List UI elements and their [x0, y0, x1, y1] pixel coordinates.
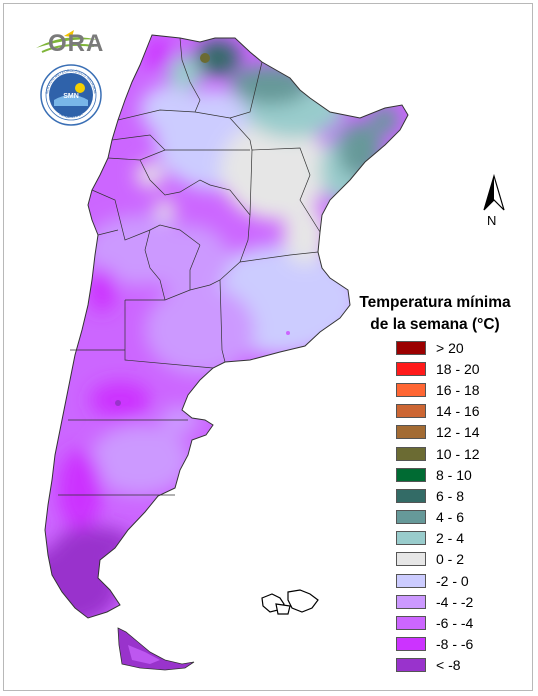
ora-logo-text: ORA [48, 30, 105, 57]
legend-label: 18 - 20 [436, 360, 480, 377]
north-arrow-icon [483, 173, 505, 211]
legend-item: 16 - 18 [396, 379, 480, 400]
legend-label: 0 - 2 [436, 551, 465, 568]
legend-swatch [396, 425, 426, 440]
legend-swatch [396, 594, 426, 609]
legend-swatch [396, 382, 426, 397]
legend-title-line2: de la semana (°C) [370, 316, 500, 333]
legend-label: 4 - 6 [436, 509, 465, 526]
legend-item: > 20 [396, 337, 480, 358]
legend-label: 16 - 18 [436, 381, 480, 398]
legend-swatch [396, 488, 426, 503]
legend-swatch [396, 637, 426, 652]
legend: > 20 18 - 20 16 - 18 14 - 16 12 - 14 10 - 12 8… [396, 337, 480, 676]
legend-item: 2 - 4 [396, 528, 480, 549]
ora-logo [36, 30, 100, 53]
legend-swatch [396, 510, 426, 525]
legend-item: 4 - 6 [396, 507, 480, 528]
legend-item: -4 - -2 [396, 591, 480, 612]
legend-label: -4 - -2 [436, 593, 474, 610]
legend-label: > 20 [436, 339, 464, 356]
legend-swatch [396, 658, 426, 673]
legend-label: 6 - 8 [436, 487, 465, 504]
legend-swatch [396, 404, 426, 419]
legend-title-line1: Temperatura mínima [359, 294, 511, 311]
legend-title: Temperatura mínima de la semana (°C) [340, 292, 530, 336]
legend-item: 6 - 8 [396, 485, 480, 506]
legend-swatch [396, 616, 426, 631]
legend-item: -2 - 0 [396, 570, 480, 591]
legend-item: 8 - 10 [396, 464, 480, 485]
legend-item: 12 - 14 [396, 422, 480, 443]
north-label: N [487, 213, 497, 228]
legend-swatch [396, 573, 426, 588]
legend-label: 14 - 16 [436, 403, 480, 420]
legend-label: 8 - 10 [436, 466, 472, 483]
legend-label: < -8 [436, 657, 461, 674]
legend-label: 2 - 4 [436, 530, 465, 547]
seal-ring-text-bottom: ARGENTINA [59, 111, 84, 119]
legend-item: -8 - -6 [396, 634, 480, 655]
province-boundaries [44, 34, 409, 619]
legend-swatch [396, 467, 426, 482]
smn-seal-icon: SMN SERVICIO METEOROLÓGICO NACIONAL ARGE… [40, 64, 102, 126]
legend-item: 14 - 16 [396, 401, 480, 422]
legend-label: -2 - 0 [436, 572, 469, 589]
legend-item: < -8 [396, 655, 480, 676]
legend-swatch [396, 340, 426, 355]
legend-swatch [396, 446, 426, 461]
legend-swatch [396, 531, 426, 546]
legend-swatch [396, 552, 426, 567]
legend-item: 10 - 12 [396, 443, 480, 464]
legend-label: 12 - 14 [436, 424, 480, 441]
legend-label: -6 - -4 [436, 615, 474, 632]
malvinas-islands [261, 589, 319, 615]
seal-center-text: SMN [63, 93, 79, 100]
legend-item: -6 - -4 [396, 612, 480, 633]
legend-item: 0 - 2 [396, 549, 480, 570]
legend-label: 10 - 12 [436, 445, 480, 462]
map-frame [3, 3, 533, 691]
svg-text:ARGENTINA: ARGENTINA [59, 111, 84, 119]
legend-label: -8 - -6 [436, 636, 474, 653]
legend-swatch [396, 361, 426, 376]
legend-item: 18 - 20 [396, 358, 480, 379]
